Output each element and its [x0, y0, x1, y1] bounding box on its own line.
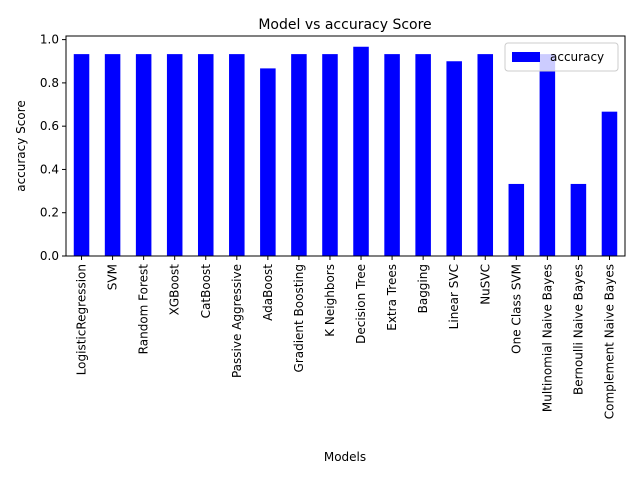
bar — [229, 54, 245, 256]
x-tick-label: CatBoost — [199, 264, 213, 319]
bar — [104, 54, 121, 256]
bar — [73, 54, 90, 256]
bar — [291, 54, 307, 256]
x-tick-label: Bagging — [416, 264, 430, 313]
plot-frame — [65, 35, 626, 257]
x-tick-label: Random Forest — [137, 264, 151, 355]
y-tick-label: 0.4 — [40, 162, 59, 176]
x-tick-label: LogisticRegression — [75, 264, 89, 375]
legend-swatch — [512, 52, 540, 62]
bar — [446, 61, 462, 256]
bar — [477, 54, 494, 256]
bar — [197, 54, 214, 256]
bar — [166, 54, 183, 256]
chart-title: Model vs accuracy Score — [258, 17, 431, 33]
x-tick-label: Decision Tree — [354, 264, 368, 344]
x-axis-label: Models — [324, 450, 366, 464]
bar — [508, 183, 525, 256]
bar — [415, 54, 431, 256]
x-tick-label: Linear SVC — [447, 264, 461, 329]
bar — [601, 111, 618, 256]
x-tick-label: K Neighbors — [323, 264, 337, 337]
x-tick-label: Complement Naive Bayes — [602, 264, 616, 419]
x-tick-label: Passive Aggressive — [230, 264, 244, 378]
x-axis-ticks: LogisticRegression SVM Random Forest XGBoos… — [75, 256, 616, 419]
bars-layer — [73, 46, 618, 256]
y-tick-label: 0.8 — [40, 76, 59, 90]
bar — [570, 183, 587, 256]
x-tick-label: AdaBoost — [261, 264, 275, 321]
y-tick-label: 0.2 — [40, 206, 59, 220]
legend: accuracy — [504, 42, 619, 72]
legend-label: accuracy — [550, 50, 604, 64]
x-tick-label: Extra Trees — [385, 264, 399, 331]
x-tick-label: XGBoost — [168, 264, 182, 316]
x-tick-label: SVM — [106, 264, 120, 290]
bar — [353, 46, 369, 256]
y-tick-label: 0.6 — [40, 119, 59, 133]
bar — [135, 54, 152, 256]
y-axis-label: accuracy Score — [14, 100, 28, 192]
bar — [539, 54, 556, 256]
bar — [322, 54, 338, 256]
y-tick-label: 0.0 — [40, 249, 59, 263]
y-axis-ticks: 0.0 0.2 0.4 0.6 0.8 1.0 — [40, 33, 66, 263]
x-tick-label: Multinomial Naive Bayes — [540, 264, 554, 412]
x-tick-label: Gradient Boosting — [292, 264, 306, 372]
x-tick-label: NuSVC — [478, 264, 492, 305]
x-tick-label: Bernoulli Naive Bayes — [571, 264, 585, 395]
legend-box — [504, 42, 619, 72]
y-tick-label: 1.0 — [40, 33, 59, 47]
x-tick-label: One Class SVM — [509, 264, 523, 354]
bar — [260, 68, 276, 256]
bar — [384, 54, 400, 256]
